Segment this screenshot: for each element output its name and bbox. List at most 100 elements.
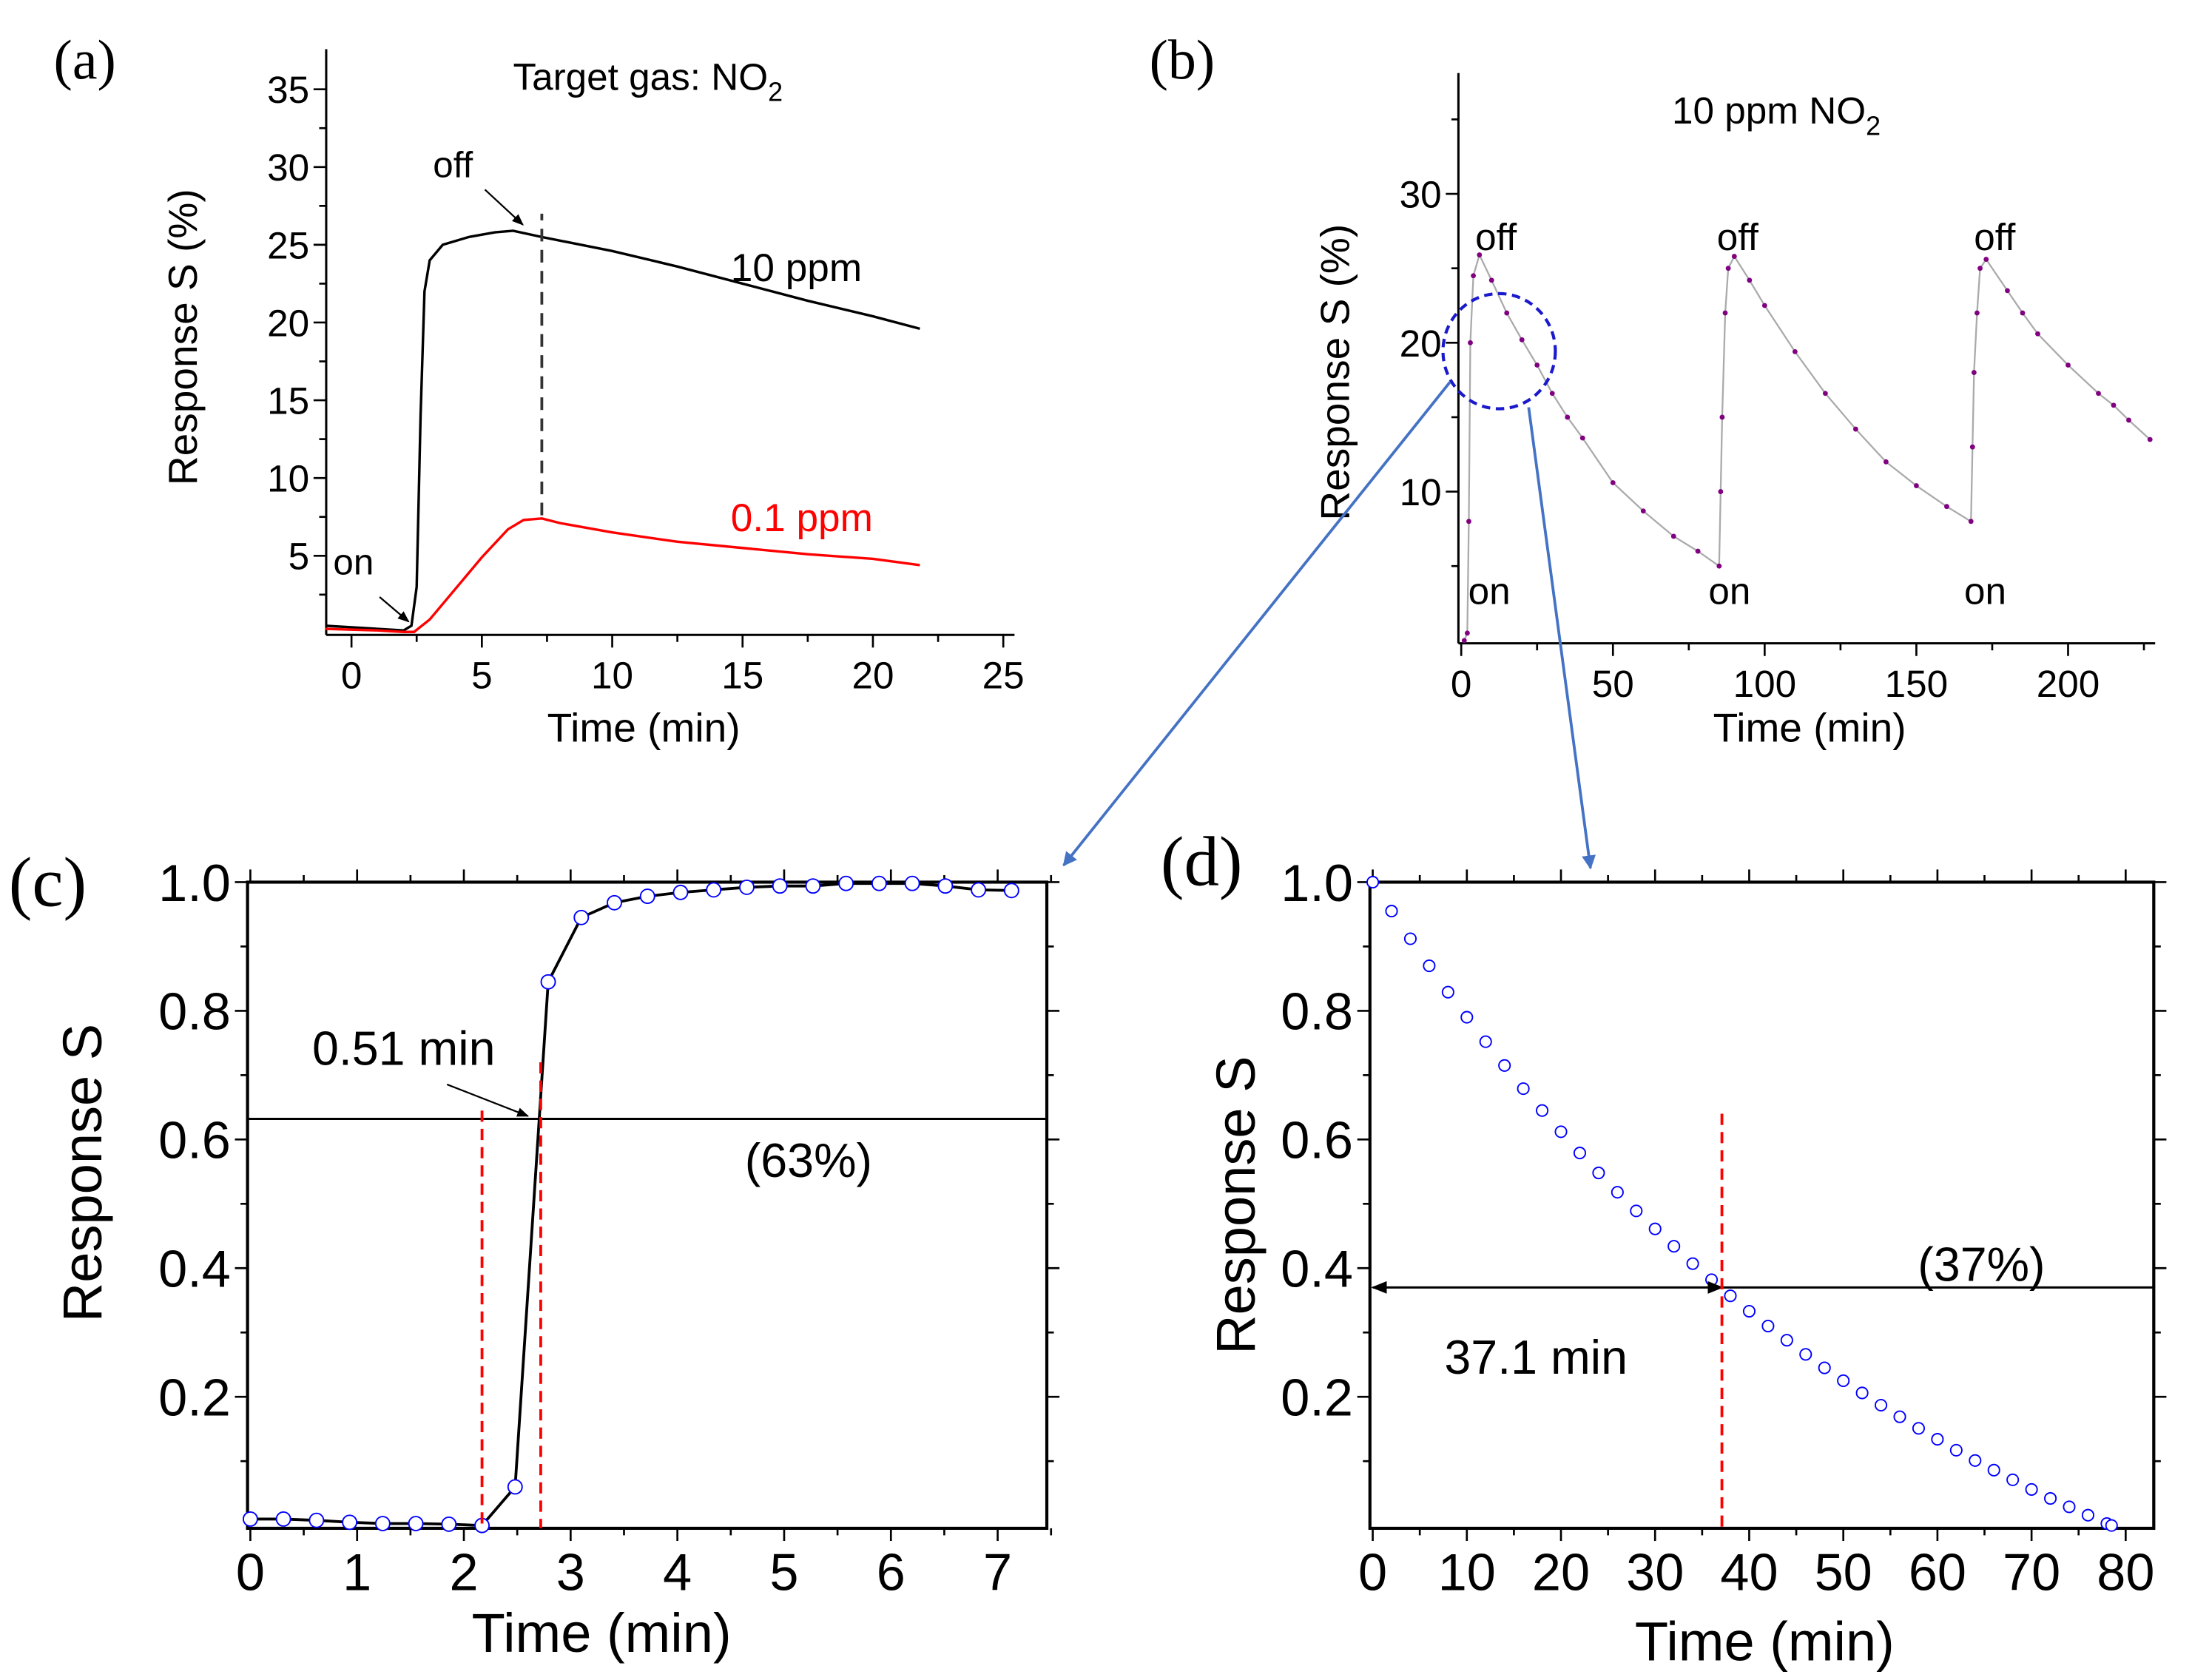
data-point [1913,483,1919,488]
data-point [1471,273,1477,279]
y-tick-label: 0.6 [1281,1111,1353,1170]
x-tick-label: 7 [983,1542,1012,1601]
data-point [2126,417,2131,423]
data-point [1818,1361,1831,1374]
x-tick-label: 0 [236,1542,265,1601]
y-tick-label: 1.0 [1281,854,1353,912]
data-point [1554,1125,1568,1138]
zoom-callout [1062,291,1596,870]
response-time-label: 0.51 min [312,1022,496,1075]
data-point [1883,459,1889,465]
y-tick-label: 20 [1400,323,1442,365]
data-point [2020,310,2026,316]
on-arrow [379,596,410,623]
data-point [838,875,854,891]
data-point [242,1511,258,1527]
y-tick-label: 5 [289,536,310,578]
x-tick-label: 1 [343,1542,371,1601]
data-point [1611,1186,1624,1199]
y-axis-title: Response S [1205,1056,1267,1355]
data-point [2096,391,2101,397]
chart-title-subscript: 2 [1866,111,1881,141]
zoom-arrow-to-d [1527,407,1596,870]
data-point [1695,548,1701,554]
data-point [607,894,622,911]
x-tick-label: 60 [1909,1542,1966,1601]
y-tick-label: 15 [267,380,309,422]
data-point [342,1514,358,1531]
data-point [772,878,788,894]
x-tick-label: 5 [769,1542,798,1601]
data-point [2025,1482,2038,1496]
response-time-arrow [446,1083,530,1117]
data-point [1780,1334,1793,1347]
y-tick-label: 0.8 [1281,982,1353,1041]
x-axis-title: Time (min) [472,1602,732,1664]
data-point [1722,310,1728,316]
data-point [408,1516,424,1531]
x-tick-label: 100 [1733,663,1797,705]
data-point [1549,391,1555,397]
data-point [1385,905,1398,918]
data-point [1724,1289,1737,1303]
x-tick-label: 30 [1626,1542,1684,1601]
data-point [1573,1147,1587,1160]
data-point [2105,1519,2118,1532]
data-point [1949,1443,1963,1457]
data-point [1822,391,1828,397]
panel-label-b: (b) [1150,29,1215,91]
chart-d: 0 10 20 30 40 50 60 70 80 0.2 0.4 0.6 0.8 1.0 Time (mi… [1205,854,2167,1672]
data-point [639,888,655,905]
y-tick-label: 0.2 [1281,1368,1353,1426]
data-point [1640,508,1646,514]
data-point [1761,1319,1775,1333]
data-point [971,882,987,898]
data-point [1477,252,1483,257]
data-point [1987,1463,2000,1477]
data-point [1686,1257,1699,1270]
y-tick-label: 30 [1400,173,1442,215]
x-tick-label: 3 [556,1542,585,1601]
data-point [1983,257,1989,263]
y-tick-label: 10 [267,458,309,500]
data-point [1534,362,1540,368]
data-point [672,884,689,900]
x-tick-label: 15 [721,654,763,696]
data-point [1441,985,1454,999]
chart-title: Target gas: NO2 [513,56,783,107]
y-tick-label: 20 [267,302,309,344]
data-point [1565,414,1571,420]
data-point [1944,504,1949,510]
data-point [1610,480,1616,485]
data-point [1742,1304,1756,1318]
data-point [1479,1035,1492,1048]
x-tick-label: 6 [877,1542,906,1601]
data-point [706,882,722,898]
data-point [1969,1454,1982,1467]
data-point [1893,1410,1906,1423]
data-point [2006,1473,2020,1486]
data-point [1975,310,1980,316]
data-point [1852,426,1858,432]
data-point [1912,1422,1925,1435]
data-point [1648,1222,1662,1235]
data-point [1498,1059,1511,1072]
data-point [1403,932,1417,945]
data-point [1460,1011,1474,1024]
x-axis-title: Time (min) [1635,1610,1895,1672]
x-tick-label: 25 [982,654,1025,696]
data-point [441,1516,457,1532]
data-point [2044,1492,2057,1505]
off-label: off [433,144,473,185]
y-tick-label: 35 [267,69,309,111]
y-tick-label: 0.4 [1281,1240,1353,1298]
data-point [2065,362,2071,368]
data-point [1003,883,1019,899]
data-point [1468,340,1473,345]
data-point [2111,402,2117,408]
recovery-time-label: 37.1 min [1444,1331,1628,1384]
data-point [1466,519,1471,524]
y-tick-label: 0.4 [158,1240,231,1298]
x-tick-label: 4 [663,1542,692,1601]
